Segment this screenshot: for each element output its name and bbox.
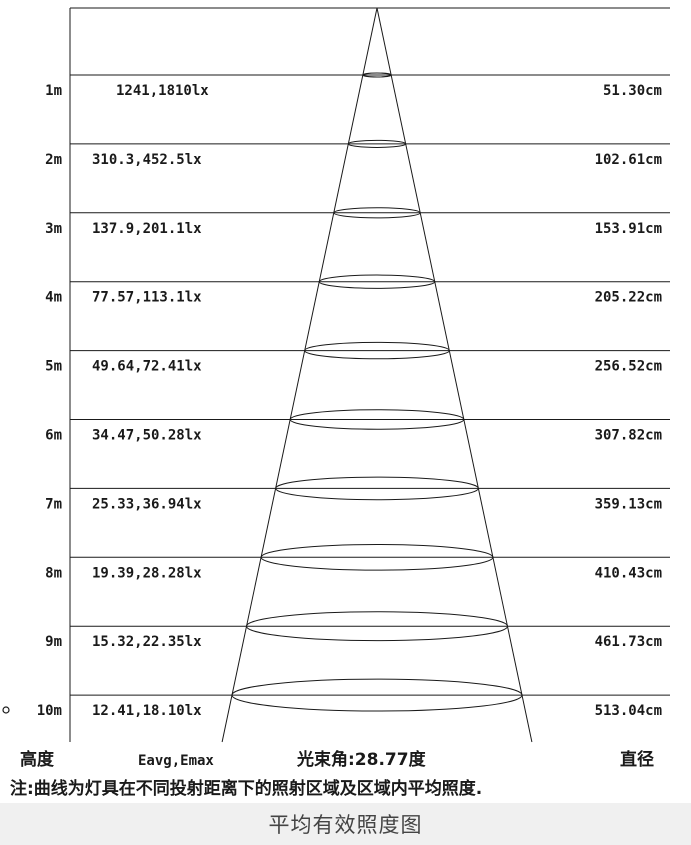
beam-ellipse xyxy=(304,341,450,360)
row-lux-value: 34.47,50.28lx xyxy=(92,428,202,444)
figure-caption: 平均有效照度图 xyxy=(268,813,423,837)
height-column-label: 高度 xyxy=(20,749,55,770)
row-diameter-value: 256.52cm xyxy=(595,359,662,375)
beam-ellipse xyxy=(246,611,508,642)
row-height-label: 2m xyxy=(45,152,62,168)
caption-band: 平均有效照度图 xyxy=(0,803,691,845)
row-lux-value: 12.41,18.10lx xyxy=(92,703,202,719)
row-height-label: 6m xyxy=(45,428,62,444)
row-height-label: 5m xyxy=(45,359,62,375)
beam-ellipse xyxy=(260,543,494,571)
note-text: 注:曲线为灯具在不同投射距离下的照射区域及区域内平均照度. xyxy=(10,778,482,799)
row-lux-value: 310.3,452.5lx xyxy=(92,152,202,168)
row-diameter-value: 513.04cm xyxy=(595,703,662,719)
row-diameter-value: 51.30cm xyxy=(603,83,662,99)
lux-column-label: Eavg,Emax xyxy=(138,753,214,769)
beam-edge-left xyxy=(221,7,378,743)
row-diameter-value: 410.43cm xyxy=(595,565,662,581)
row-height-label: 4m xyxy=(45,290,62,306)
row-height-label: 10m xyxy=(37,703,62,719)
row-height-label: 8m xyxy=(45,565,62,581)
beam-ellipse xyxy=(289,409,465,430)
row-diameter-value: 461.73cm xyxy=(595,634,662,650)
beam-ellipse xyxy=(275,476,479,501)
row-diameter-value: 359.13cm xyxy=(595,496,662,512)
row-lux-value: 49.64,72.41lx xyxy=(92,359,202,375)
row-lux-value: 25.33,36.94lx xyxy=(92,496,202,512)
beam-edge-right xyxy=(376,7,533,743)
row-lux-value: 137.9,201.1lx xyxy=(92,221,202,237)
beam-ellipse xyxy=(347,139,407,148)
row-height-label: 9m xyxy=(45,634,62,650)
row-diameter-value: 102.61cm xyxy=(595,152,662,168)
row-diameter-value: 153.91cm xyxy=(595,221,662,237)
beam-ellipse xyxy=(318,274,436,289)
beam-ellipse xyxy=(231,678,523,712)
row-lux-value: 19.39,28.28lx xyxy=(92,565,202,581)
beam-ellipse xyxy=(362,72,392,78)
row-lux-value: 1241,1810lx xyxy=(116,83,209,99)
row-height-label: 1m xyxy=(45,83,62,99)
row-diameter-value: 205.22cm xyxy=(595,290,662,306)
row-diameter-value: 307.82cm xyxy=(595,428,662,444)
row-lux-value: 77.57,113.1lx xyxy=(92,290,202,306)
row-lux-value: 15.32,22.35lx xyxy=(92,634,202,650)
row-height-label: 3m xyxy=(45,221,62,237)
beam-angle-label: 光束角:28.77度 xyxy=(296,749,427,770)
diameter-column-label: 直径 xyxy=(620,749,654,770)
row-height-label: 7m xyxy=(45,496,62,512)
beam-ellipse xyxy=(333,207,421,219)
bullet-marker xyxy=(2,706,10,714)
